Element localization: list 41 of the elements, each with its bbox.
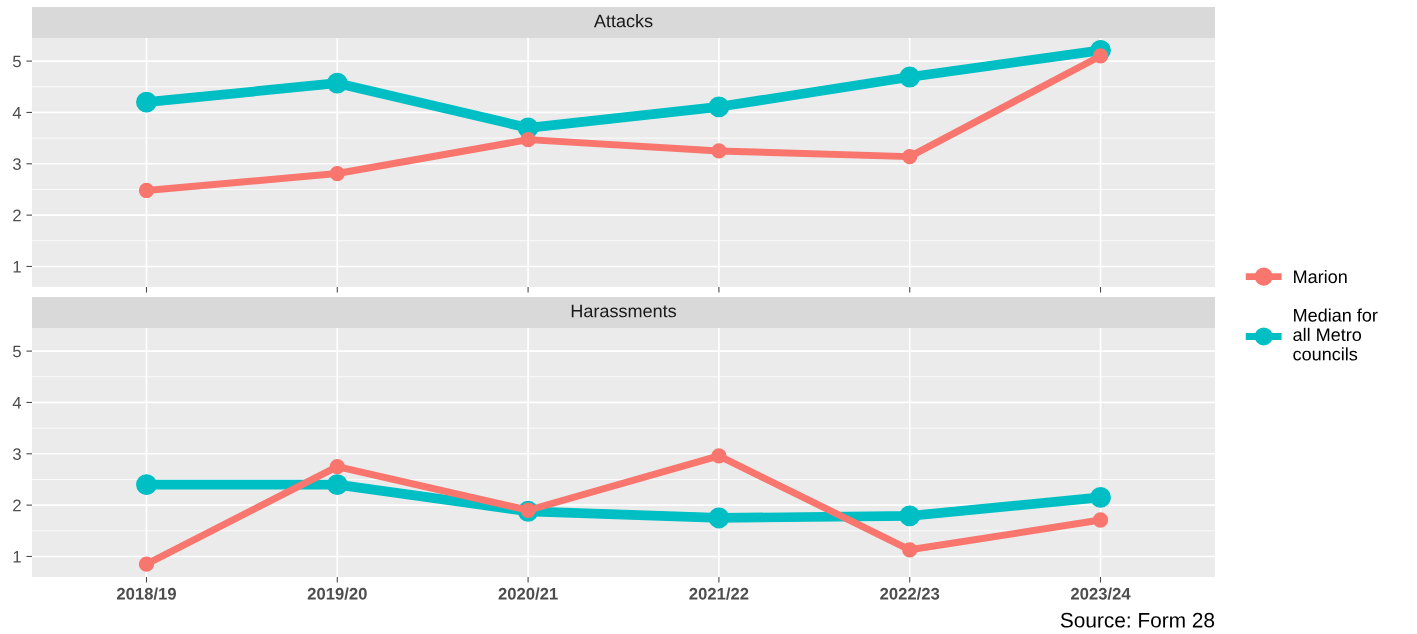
x-tick-label: 2023/24 [1070, 587, 1131, 600]
point [711, 143, 727, 159]
x-tick-label: 2022/23 [880, 587, 940, 600]
point [708, 507, 730, 529]
point [329, 165, 345, 182]
x-tick-label: 2021/22 [689, 587, 749, 600]
point [902, 148, 918, 165]
point [1092, 48, 1109, 64]
y-tick-label: 4 [12, 397, 22, 409]
x-tick-label: 2018/19 [116, 587, 176, 600]
point [520, 132, 536, 148]
y-tick-label: 2 [13, 209, 21, 222]
point [329, 458, 345, 475]
y-tick-label: 1 [13, 551, 21, 563]
point [1090, 487, 1111, 508]
point [708, 96, 730, 118]
legend-label: Marion [1294, 269, 1347, 284]
point [711, 448, 727, 464]
point [138, 182, 155, 199]
point [136, 91, 157, 113]
point [899, 505, 921, 527]
chart-title: Harassments [571, 304, 677, 318]
y-tick-label: 1 [13, 261, 21, 273]
point [326, 474, 348, 496]
y-tick-label: 2 [13, 499, 21, 512]
point [326, 72, 348, 94]
y-tick-label: 4 [12, 107, 22, 119]
y-tick-label: 5 [12, 55, 21, 68]
legend-label: Median for all Metro councils [1293, 308, 1378, 361]
x-tick-label: 2019/20 [307, 587, 367, 600]
source-note: Source: Form 28 [1060, 612, 1215, 628]
x-tick-label: 2020/21 [498, 587, 558, 600]
point [902, 542, 918, 558]
chart-title: Attacks [593, 14, 653, 28]
point [1092, 512, 1109, 528]
point [136, 474, 157, 496]
y-tick-label: 3 [12, 448, 21, 460]
point [138, 556, 155, 572]
point [899, 66, 921, 88]
y-tick-label: 3 [12, 158, 21, 170]
y-tick-label: 5 [12, 345, 21, 358]
